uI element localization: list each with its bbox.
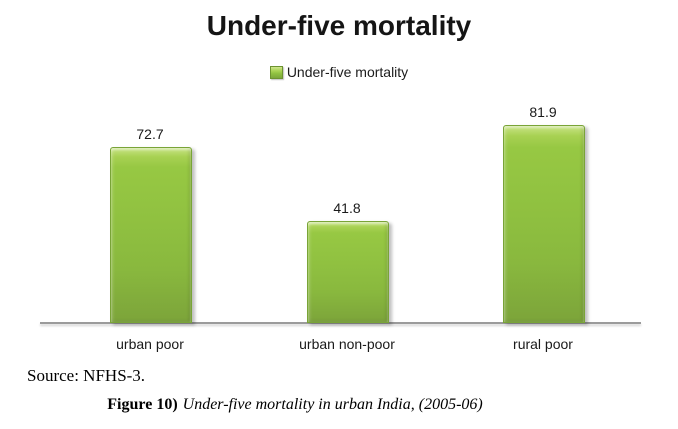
data-label: 41.8 (333, 200, 361, 216)
legend-swatch-icon (269, 65, 283, 79)
bar-rural-poor (503, 125, 585, 323)
x-axis-line (40, 322, 641, 324)
chart-legend: Under-five mortality (0, 64, 678, 82)
bar-urban-poor (110, 147, 192, 323)
plot-area: 72.7 urban poor 41.8 urban non-poor 81.9 rura… (40, 90, 641, 352)
figure-caption-text: Under-five mortality in urban India, (20… (182, 396, 483, 413)
category-label: urban poor (116, 336, 184, 352)
category-label: rural poor (513, 336, 573, 352)
figure-caption: Figure 10) Under-five mortality in urban … (0, 396, 590, 414)
source-text: Source: NFHS-3. (27, 366, 146, 385)
bar-urban-non-poor (307, 221, 389, 323)
legend-label: Under-five mortality (286, 64, 409, 80)
figure-number: Figure 10) (107, 396, 178, 413)
chart-title: Under-five mortality (206, 10, 472, 41)
data-label: 72.7 (136, 126, 164, 142)
category-label: urban non-poor (299, 336, 395, 352)
data-label: 81.9 (529, 104, 557, 120)
